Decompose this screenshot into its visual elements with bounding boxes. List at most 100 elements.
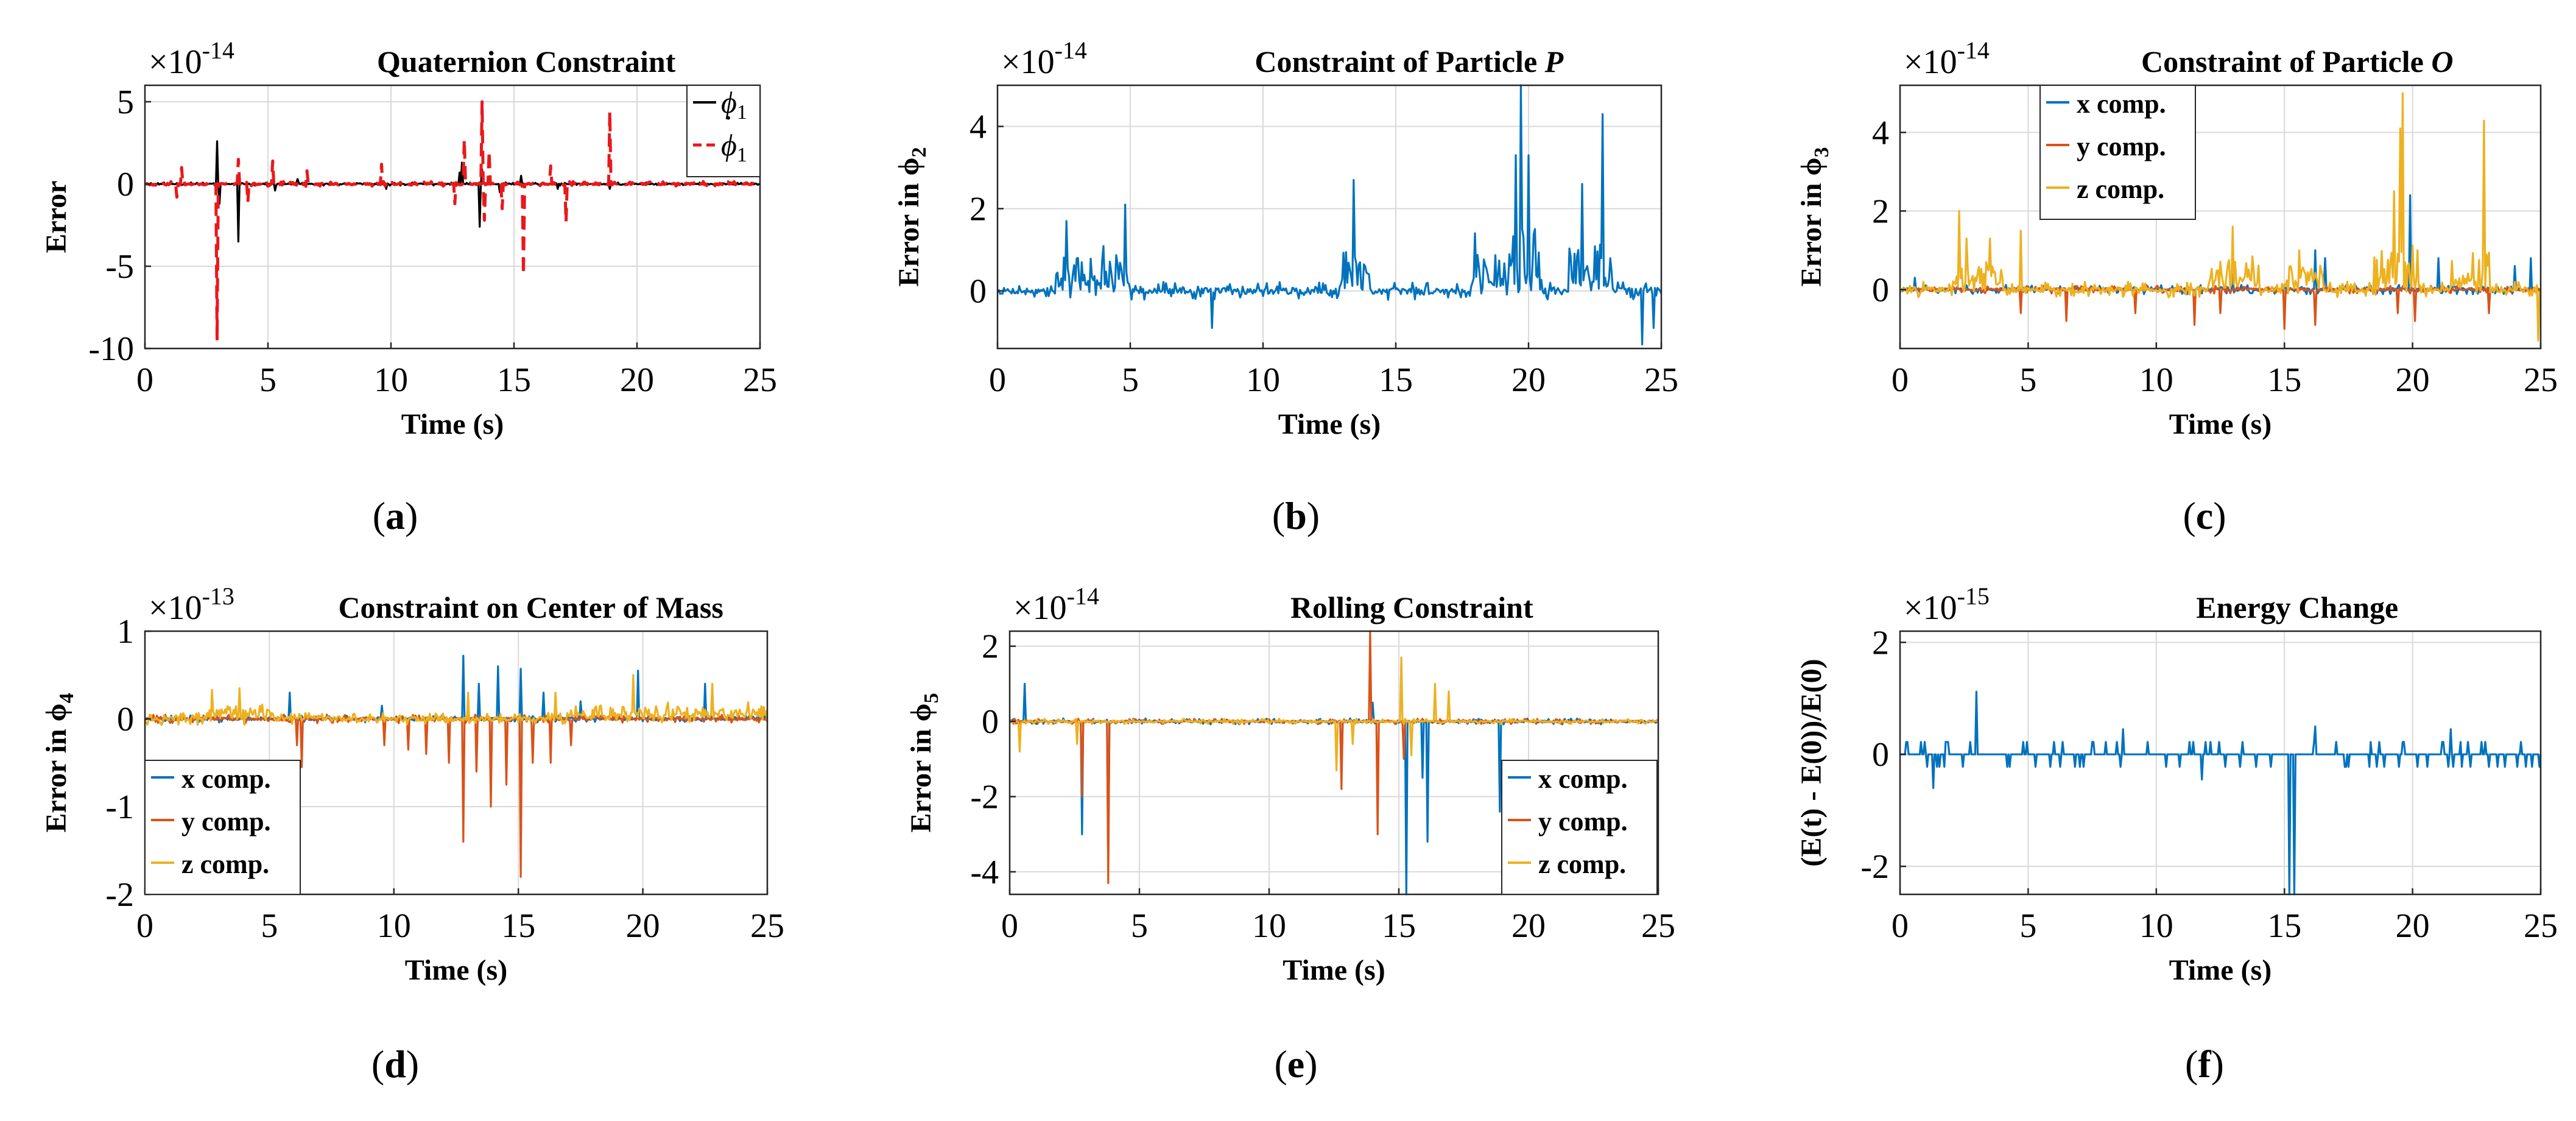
x-tick-label: 5 xyxy=(2019,361,2036,399)
series-2-line xyxy=(144,100,761,342)
legend-label: z comp. xyxy=(2077,174,2164,204)
panel-caption: (a) xyxy=(373,494,418,537)
legend-box xyxy=(2039,85,2196,220)
x-axis-label: Time (s) xyxy=(2169,954,2272,986)
legend-box xyxy=(686,85,761,177)
axis-multiplier: ×10-14 xyxy=(1904,37,1990,81)
series-1-line xyxy=(996,84,1663,345)
legend-label: ϕ1 xyxy=(721,128,747,166)
x-tick-label: 10 xyxy=(1246,361,1280,399)
axes-frame xyxy=(996,84,1663,350)
x-tick-label: 0 xyxy=(136,907,153,945)
chart-title: Constraint of Particle P xyxy=(1255,44,1563,79)
legend-label: y comp. xyxy=(181,807,271,836)
y-tick-label: 0 xyxy=(982,703,999,741)
x-tick-label: 25 xyxy=(750,907,784,945)
x-tick-label: 5 xyxy=(259,361,276,399)
legend: x comp. y comp. z comp. xyxy=(144,760,301,895)
chart-title: Quaternion Constraint xyxy=(377,44,676,79)
x-tick-label: 0 xyxy=(1892,361,1909,399)
x-tick-label: 5 xyxy=(1122,361,1139,399)
legend-box xyxy=(1501,760,1658,895)
panel-caption: (d) xyxy=(371,1042,419,1086)
chart-1: 0 5 10 15 20 25 -10 -5 0 5 ×10-14 Quaternion Constr… xyxy=(40,37,777,537)
x-tick-label: 25 xyxy=(1641,907,1675,945)
y-tick-label: -1 xyxy=(105,788,134,826)
chart-title: Rolling Constraint xyxy=(1290,590,1533,624)
y-tick-label: 0 xyxy=(117,701,134,738)
y-tick-label: -2 xyxy=(105,876,134,914)
y-tick-label: -10 xyxy=(88,330,134,368)
y-axis-label: Error in ϕ4 xyxy=(40,693,78,832)
axis-multiplier: ×10-15 xyxy=(1904,582,1990,627)
x-axis-label: Time (s) xyxy=(401,408,504,440)
y-tick-label: 5 xyxy=(117,83,134,121)
axes-frame xyxy=(144,84,761,350)
x-tick-label: 20 xyxy=(1511,361,1546,399)
x-tick-label: 20 xyxy=(626,907,660,945)
x-axis-label: Time (s) xyxy=(2169,408,2272,440)
series-3-line xyxy=(1009,656,1659,771)
y-tick-label: 2 xyxy=(982,628,999,666)
legend: x comp. y comp. z comp. xyxy=(2039,85,2196,220)
legend: x comp. y comp. z comp. xyxy=(1501,760,1658,895)
legend-box xyxy=(144,760,301,895)
axis-multiplier: ×10-14 xyxy=(1013,582,1099,627)
y-axis-label: (E(t) - E(0))/E(0) xyxy=(1795,659,1828,866)
legend-label: z comp. xyxy=(1538,849,1626,879)
x-tick-label: 10 xyxy=(1252,907,1286,945)
legend-label: x comp. xyxy=(181,764,271,794)
axis-multiplier: ×10-14 xyxy=(1001,37,1087,81)
legend-label: x comp. xyxy=(1538,764,1628,794)
series-3-line xyxy=(1899,92,2542,342)
chart-title: Constraint on Center of Mass xyxy=(338,590,723,624)
x-tick-label: 20 xyxy=(2396,361,2430,399)
legend-label: ϕ1 xyxy=(721,85,747,124)
x-axis-label: Time (s) xyxy=(1278,408,1381,440)
axes-frame xyxy=(1008,630,1659,896)
y-axis-label: Error in ϕ3 xyxy=(1795,147,1833,286)
chart-4: 0 5 10 15 20 25 -2 -1 0 1 ×10-13 Constraint on Cent… xyxy=(40,582,784,1086)
legend: ϕ1 ϕ1· xyxy=(686,85,761,177)
legend-label: z comp. xyxy=(181,849,269,879)
x-tick-label: 0 xyxy=(989,361,1006,399)
x-tick-label: 20 xyxy=(1511,907,1546,945)
y-tick-label: 2 xyxy=(970,191,987,228)
panel-caption: (c) xyxy=(2183,494,2226,537)
axis-multiplier: ×10-13 xyxy=(149,582,234,627)
chart-title: Constraint of Particle O xyxy=(2141,44,2453,79)
y-tick-label: 2 xyxy=(1872,624,1889,662)
x-tick-label: 20 xyxy=(2396,907,2430,945)
x-tick-label: 10 xyxy=(374,361,408,399)
x-tick-label: 0 xyxy=(1892,907,1909,945)
x-tick-label: 15 xyxy=(497,361,531,399)
axes-frame xyxy=(1899,84,2542,350)
y-tick-label: 0 xyxy=(1872,736,1889,774)
y-tick-label: 2 xyxy=(1872,193,1889,230)
axis-multiplier: ×10-14 xyxy=(149,37,234,81)
x-tick-label: 5 xyxy=(261,907,278,945)
chart-3: 0 5 10 15 20 25 0 2 4 ×10-14 Constraint of Particl… xyxy=(1795,37,2558,537)
panel-caption: (e) xyxy=(1274,1042,1317,1086)
series-3-line xyxy=(144,674,769,726)
y-tick-label: -4 xyxy=(970,854,999,891)
y-tick-label: 4 xyxy=(970,108,987,146)
chart-5: 0 5 10 15 20 25 -4 -2 0 2 ×10-14 Rolling Constraint… xyxy=(905,582,1675,1086)
y-tick-label: 0 xyxy=(117,166,134,203)
legend-label: x comp. xyxy=(2077,89,2166,119)
chart-title: Energy Change xyxy=(2196,590,2398,624)
y-axis-label: Error in ϕ2 xyxy=(893,147,931,286)
y-tick-label: -5 xyxy=(105,248,134,286)
x-tick-label: 10 xyxy=(2139,907,2173,945)
x-tick-label: 25 xyxy=(2524,907,2558,945)
series-1-line xyxy=(144,140,761,243)
x-tick-label: 15 xyxy=(501,907,535,945)
x-tick-label: 20 xyxy=(620,361,654,399)
y-axis-label: Error xyxy=(40,180,72,253)
legend-label: y comp. xyxy=(1538,807,1628,836)
x-tick-label: 10 xyxy=(377,907,411,945)
x-tick-label: 15 xyxy=(1382,907,1416,945)
x-axis-label: Time (s) xyxy=(1283,954,1385,986)
x-tick-label: 25 xyxy=(1644,361,1678,399)
